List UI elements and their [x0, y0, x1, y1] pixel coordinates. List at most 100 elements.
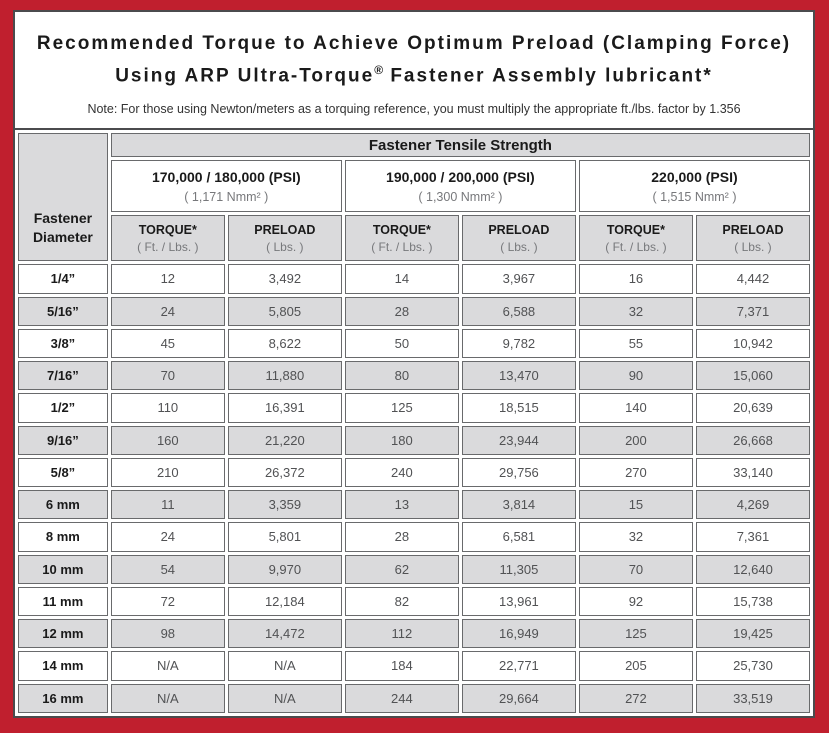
value-cell: 24 — [110, 296, 225, 326]
diameter-cell: 1/4” — [18, 264, 108, 294]
value-cell: 5,805 — [227, 296, 342, 326]
value-cell: 12 — [110, 264, 225, 294]
fastener-diameter-header: Fastener Diameter — [18, 133, 108, 262]
value-cell: 16 — [578, 264, 693, 294]
table-row: 10 mm 54 9,970 62 11,305 70 12,640 — [18, 554, 810, 584]
title-line2-pre: Using ARP Ultra-Torque — [115, 65, 375, 87]
value-cell: 11,880 — [227, 361, 342, 391]
table-row: 14 mm N/A N/A 184 22,771 205 25,730 — [18, 651, 810, 681]
value-cell: 28 — [344, 522, 459, 552]
torque-label: TORQUE* — [372, 222, 431, 237]
fastener-diameter-header-line2: Diameter — [32, 229, 93, 246]
value-cell: 19,425 — [695, 619, 810, 649]
value-cell: 72 — [110, 586, 225, 617]
preload-label: PRELOAD — [488, 222, 550, 237]
value-cell: N/A — [110, 651, 225, 681]
value-cell: 205 — [578, 651, 693, 681]
value-cell: 180 — [344, 425, 459, 455]
value-cell: 29,664 — [461, 683, 576, 713]
value-cell: 70 — [110, 361, 225, 391]
table-row: 6 mm 11 3,359 13 3,814 15 4,269 — [18, 490, 810, 520]
diameter-cell: 9/16” — [18, 425, 108, 455]
diameter-cell: 16 mm — [18, 683, 108, 713]
value-cell: 15,738 — [695, 586, 810, 617]
table-row: 7/16” 70 11,880 80 13,470 90 15,060 — [18, 361, 810, 391]
value-cell: N/A — [227, 651, 342, 681]
content-panel: Recommended Torque to Achieve Optimum Pr… — [13, 10, 815, 718]
value-cell: 270 — [578, 457, 693, 488]
psi-group-220: 220,000 (PSI) ( 1,515 Nmm² ) — [578, 160, 810, 213]
value-cell: 55 — [578, 328, 693, 359]
value-cell: 3,359 — [227, 490, 342, 520]
preload-label: PRELOAD — [254, 222, 316, 237]
nmm-label: ( 1,300 Nmm² ) — [418, 189, 503, 204]
value-cell: 12,640 — [695, 554, 810, 584]
value-cell: 98 — [110, 619, 225, 649]
psi-group-170-180: 170,000 / 180,000 (PSI) ( 1,171 Nmm² ) — [110, 160, 342, 213]
value-cell: 25,730 — [695, 651, 810, 681]
preload-unit-label: ( Lbs. ) — [734, 239, 772, 254]
table-body: 1/4” 12 3,492 14 3,967 16 4,442 5/16” 24 5,805 28 6… — [18, 264, 810, 713]
preload-column-header: PRELOAD ( Lbs. ) — [695, 215, 810, 262]
value-cell: 184 — [344, 651, 459, 681]
psi-label: 190,000 / 200,000 (PSI) — [386, 168, 535, 185]
page-title-line1: Recommended Torque to Achieve Optimum Pr… — [36, 33, 792, 54]
torque-column-header: TORQUE* ( Ft. / Lbs. ) — [578, 215, 693, 262]
value-cell: 82 — [344, 586, 459, 617]
conversion-note: Note: For those using Newton/meters as a… — [87, 102, 741, 117]
value-cell: 32 — [578, 522, 693, 552]
value-cell: 16,391 — [227, 393, 342, 423]
table-row: 11 mm 72 12,184 82 13,961 92 15,738 — [18, 586, 810, 617]
value-cell: 200 — [578, 425, 693, 455]
table-row: 9/16” 160 21,220 180 23,944 200 26,668 — [18, 425, 810, 455]
value-cell: 15 — [578, 490, 693, 520]
value-cell: 62 — [344, 554, 459, 584]
value-cell: 20,639 — [695, 393, 810, 423]
fastener-diameter-header-line1: Fastener — [33, 210, 93, 227]
value-cell: 210 — [110, 457, 225, 488]
value-cell: 3,967 — [461, 264, 576, 294]
value-cell: 112 — [344, 619, 459, 649]
value-cell: 5,801 — [227, 522, 342, 552]
tensile-header-row: Fastener Diameter Fastener Tensile Stren… — [18, 133, 810, 262]
value-cell: 9,970 — [227, 554, 342, 584]
value-cell: 14 — [344, 264, 459, 294]
value-cell: 18,515 — [461, 393, 576, 423]
value-cell: 3,814 — [461, 490, 576, 520]
value-cell: 23,944 — [461, 425, 576, 455]
nmm-label: ( 1,515 Nmm² ) — [652, 189, 737, 204]
value-cell: 244 — [344, 683, 459, 713]
value-cell: 92 — [578, 586, 693, 617]
value-cell: 6,581 — [461, 522, 576, 552]
value-cell: 33,519 — [695, 683, 810, 713]
diameter-cell: 14 mm — [18, 651, 108, 681]
page-title-line2: Using ARP Ultra-Torque® Fastener Assembl… — [23, 57, 805, 89]
preload-unit-label: ( Lbs. ) — [266, 239, 304, 254]
value-cell: 12,184 — [227, 586, 342, 617]
preload-unit-label: ( Lbs. ) — [500, 239, 538, 254]
title-line2-post: Fastener Assembly lubricant* — [383, 65, 713, 87]
value-cell: 29,756 — [461, 457, 576, 488]
value-cell: 3,492 — [227, 264, 342, 294]
psi-label: 170,000 / 180,000 (PSI) — [151, 168, 301, 185]
diameter-cell: 10 mm — [18, 554, 108, 584]
value-cell: 272 — [578, 683, 693, 713]
preload-column-header: PRELOAD ( Lbs. ) — [461, 215, 576, 262]
torque-unit-label: ( Ft. / Lbs. ) — [137, 239, 199, 254]
psi-group-190-200: 190,000 / 200,000 (PSI) ( 1,300 Nmm² ) — [344, 160, 576, 213]
diameter-cell: 5/8” — [18, 457, 108, 488]
diameter-cell: 1/2” — [18, 393, 108, 423]
value-cell: 16,949 — [461, 619, 576, 649]
value-cell: 26,668 — [695, 425, 810, 455]
value-cell: 13,961 — [461, 586, 576, 617]
value-cell: 6,588 — [461, 296, 576, 326]
registered-trademark-symbol: ® — [374, 63, 384, 77]
diameter-cell: 11 mm — [18, 586, 108, 617]
table-row: 3/8” 45 8,622 50 9,782 55 10,942 — [18, 328, 810, 359]
value-cell: 21,220 — [227, 425, 342, 455]
torque-column-header: TORQUE* ( Ft. / Lbs. ) — [110, 215, 225, 262]
diameter-cell: 5/16” — [18, 296, 108, 326]
psi-header-row: 170,000 / 180,000 (PSI) ( 1,171 Nmm² ) 1… — [18, 160, 810, 213]
value-cell: 9,782 — [461, 328, 576, 359]
